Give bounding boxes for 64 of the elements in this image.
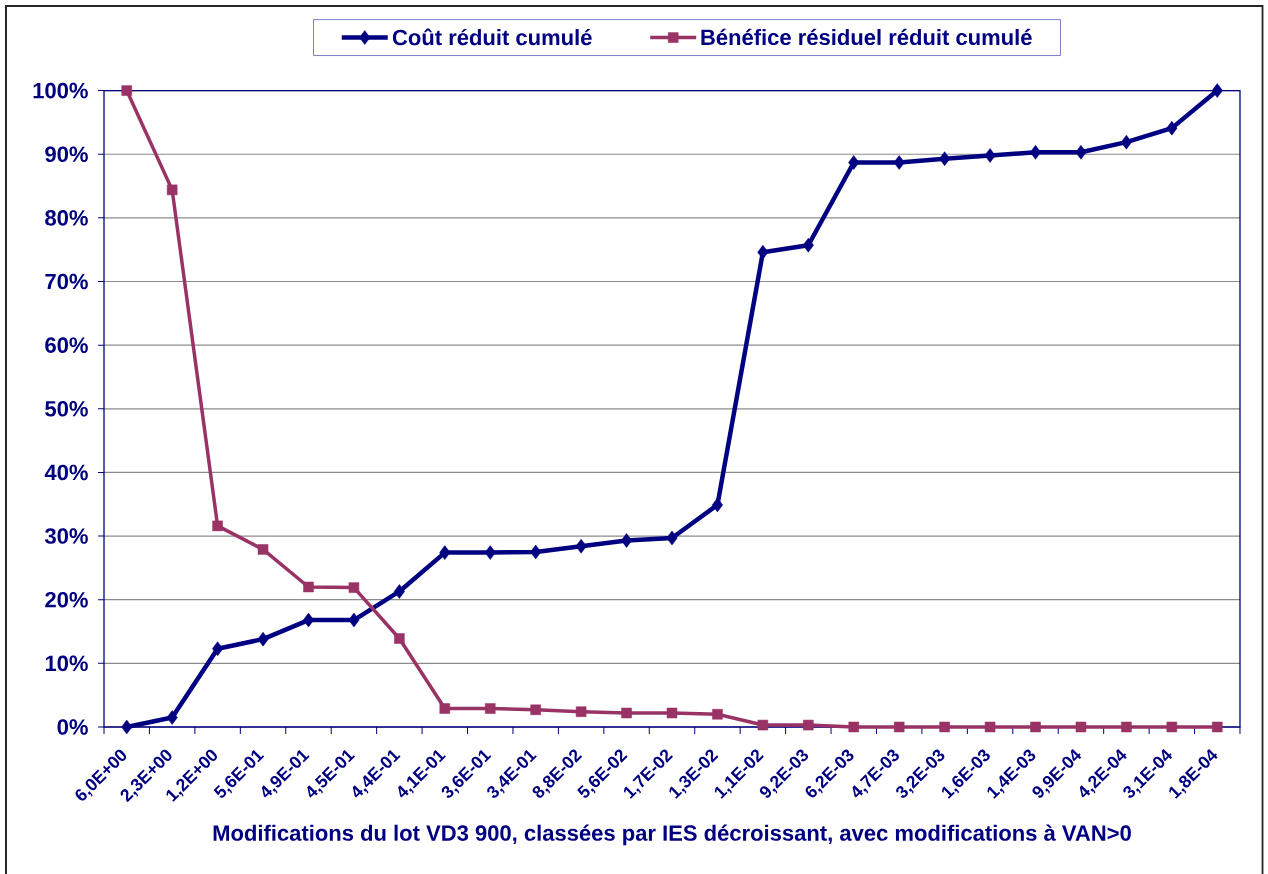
point — [348, 612, 360, 628]
point — [621, 707, 632, 719]
y-tick-label: 0% — [57, 719, 88, 735]
point — [530, 544, 542, 560]
point — [1075, 145, 1087, 160]
point — [348, 582, 360, 593]
point — [439, 703, 451, 714]
point — [666, 707, 678, 719]
y-tick-label: 10% — [45, 655, 88, 672]
point — [802, 237, 814, 253]
point — [302, 612, 314, 628]
y-tick-label: 60% — [45, 337, 88, 353]
point — [393, 584, 405, 599]
y-tick-label: 90% — [45, 146, 88, 163]
y-tick-label: 50% — [45, 400, 88, 417]
legend-label: Coût réduit cumulé — [392, 28, 592, 46]
point — [984, 148, 996, 163]
point — [530, 704, 541, 716]
point — [621, 533, 633, 548]
point — [803, 719, 814, 731]
x-axis-title: Modifications du lot VD3 900, classées par IES décroissant, avec modifications à VAN>0 — [213, 824, 1131, 846]
point — [394, 633, 405, 644]
y-tick-label: 100% — [33, 82, 88, 99]
point — [1030, 145, 1042, 160]
point — [711, 497, 723, 513]
point — [166, 710, 178, 725]
legend-label: Bénéfice résiduel réduit cumulé — [701, 28, 1032, 46]
point — [893, 721, 905, 733]
point — [1121, 721, 1132, 733]
point — [166, 184, 178, 196]
point — [439, 545, 451, 560]
point — [757, 719, 769, 731]
point — [1212, 721, 1223, 733]
point — [303, 581, 314, 593]
point — [1120, 134, 1132, 150]
point — [1075, 721, 1087, 733]
point — [939, 151, 951, 166]
y-tick-label: 20% — [45, 591, 88, 608]
point — [1166, 120, 1178, 136]
point — [712, 709, 723, 720]
point — [575, 539, 587, 554]
point — [893, 155, 905, 170]
point — [939, 721, 950, 733]
y-tick-label: 40% — [44, 464, 88, 481]
point — [257, 631, 269, 647]
point — [484, 703, 496, 714]
point — [257, 544, 269, 555]
point — [757, 244, 769, 260]
point — [848, 721, 859, 733]
point — [1211, 83, 1223, 98]
point — [1030, 721, 1041, 733]
point — [666, 530, 678, 546]
point — [484, 545, 496, 560]
point — [984, 721, 996, 733]
point — [212, 520, 223, 532]
point — [121, 85, 132, 96]
point — [212, 641, 224, 656]
y-tick-label: 70% — [45, 273, 88, 290]
point — [848, 155, 860, 170]
y-tick-label: 80% — [45, 210, 88, 226]
point — [1166, 721, 1178, 733]
y-tick-label: 30% — [44, 528, 88, 544]
point — [121, 719, 133, 735]
point — [575, 706, 587, 717]
